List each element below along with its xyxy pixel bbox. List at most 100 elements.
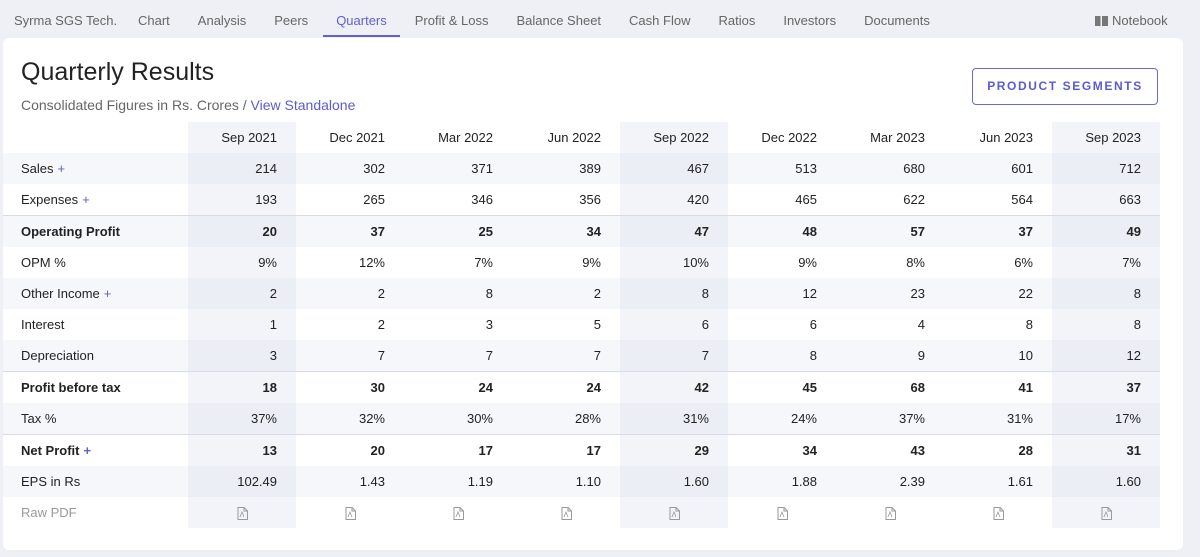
product-segments-button[interactable]: PRODUCT SEGMENTS <box>972 68 1158 105</box>
header-row: Sep 2021 Dec 2021 Mar 2022 Jun 2022 Sep 2022… <box>3 122 1160 153</box>
nav-tab[interactable]: Ratios <box>718 13 756 28</box>
card: Quarterly Results Consolidated Figures i… <box>3 38 1183 550</box>
nav-tab[interactable]: Documents <box>864 13 930 28</box>
table-cell: 680 <box>836 153 944 184</box>
column-header: Sep 2023 <box>1052 122 1160 153</box>
subtitle: Consolidated Figures in Rs. Crores / Vie… <box>21 97 355 113</box>
table-cell: 7 <box>620 340 728 372</box>
table-cell: 2.39 <box>836 466 944 497</box>
pdf-icon[interactable] <box>1101 507 1112 521</box>
table-cell: 8 <box>1025 317 1033 332</box>
table-cell: 49 <box>1052 215 1160 247</box>
table-row: Tax % 37% 32% 30% 28% 31% 24% 37% 31% 17% <box>3 403 1160 435</box>
table-cell: 389 <box>512 153 620 184</box>
pdf-icon[interactable] <box>237 507 248 521</box>
pdf-icon[interactable] <box>453 507 464 521</box>
table-cell: 2 <box>512 278 620 309</box>
pdf-cell <box>944 497 1052 528</box>
nav-tab[interactable]: Analysis <box>197 13 247 28</box>
table-cell: 6 <box>620 309 728 340</box>
table-cell: 37% <box>836 403 944 435</box>
nav-bar: Syrma SGS Tech. Chart Analysis Peers Quarte… <box>0 0 1200 40</box>
table-cell: 12% <box>358 255 385 270</box>
nav-tab[interactable]: Cash Flow <box>629 13 691 28</box>
pdf-icon[interactable] <box>993 507 1004 521</box>
table-cell: 23 <box>836 278 944 309</box>
notebook-text[interactable]: Notebook <box>1112 13 1168 28</box>
nav-tab[interactable]: Investors <box>783 13 837 28</box>
table-row: Operating Profit 20 37 25 34 47 48 57 37 49 <box>3 215 1160 247</box>
table-cell: 20 <box>188 215 296 247</box>
table-cell: 1.43 <box>296 466 404 497</box>
row-label: Tax % <box>21 411 57 426</box>
table-cell: 214 <box>188 153 296 184</box>
table-cell: 9% <box>798 255 817 270</box>
pdf-icon[interactable] <box>669 507 680 521</box>
row-label-cell: Net Profit + <box>3 434 188 466</box>
nav-tab[interactable]: Chart <box>138 13 170 28</box>
pdf-icon[interactable] <box>561 507 572 521</box>
company-name[interactable]: Syrma SGS Tech. <box>14 13 118 28</box>
notebook-link[interactable]: Notebook <box>1095 13 1168 28</box>
pdf-cell <box>620 497 728 528</box>
table-cell: 7% <box>474 255 493 270</box>
expand-toggle[interactable]: + <box>57 161 66 176</box>
pdf-icon[interactable] <box>345 507 356 521</box>
nav-tab[interactable]: Peers <box>274 13 309 28</box>
nav-tab[interactable]: Profit & Loss <box>414 13 489 28</box>
table-cell: 465 <box>795 192 817 207</box>
expand-toggle[interactable]: + <box>82 192 90 207</box>
table-cell: 2 <box>188 278 296 309</box>
table-cell: 302 <box>296 153 404 184</box>
table-cell: 346 <box>471 192 493 207</box>
table-cell: 37% <box>188 403 296 435</box>
row-label: Sales <box>21 161 54 176</box>
row-label-cell: Other Income + <box>3 278 188 309</box>
row-label: Raw PDF <box>21 505 77 520</box>
table-cell: 1 <box>188 309 296 340</box>
expand-toggle[interactable]: + <box>83 443 92 458</box>
table-cell: 5 <box>593 317 601 332</box>
table-cell: 2 <box>296 278 404 309</box>
table-row: EPS in Rs 102.49 1.43 1.19 1.10 1.60 1.88 2.39 1… <box>3 466 1160 497</box>
pdf-icon[interactable] <box>777 507 788 521</box>
table-cell: 25 <box>404 215 512 247</box>
table-cell: 13 <box>188 434 296 466</box>
table-cell: 18 <box>188 371 296 403</box>
table-cell: 8% <box>906 255 925 270</box>
tabs: Chart Analysis Peers Quarters Profit & Loss B… <box>138 0 958 40</box>
pdf-cell <box>512 497 620 528</box>
table-cell: 420 <box>620 184 728 216</box>
column-header: Dec 2021 <box>329 130 385 145</box>
pdf-icon[interactable] <box>885 507 896 521</box>
row-label: Other Income <box>21 286 100 301</box>
table-cell: 12 <box>728 278 836 309</box>
table-cell: 12 <box>1052 340 1160 372</box>
column-header: Sep 2021 <box>188 122 296 153</box>
table-cell: 20 <box>296 434 404 466</box>
table-cell: 34 <box>728 434 836 466</box>
table-cell: 29 <box>620 434 728 466</box>
table-cell: 1.10 <box>512 466 620 497</box>
table-cell: 28 <box>944 434 1052 466</box>
row-label: Operating Profit <box>21 224 120 239</box>
nav-tab[interactable]: Balance Sheet <box>516 13 602 28</box>
nav-tab[interactable]: Quarters <box>323 13 400 53</box>
expand-toggle[interactable]: + <box>103 286 112 301</box>
view-standalone-link[interactable]: View Standalone <box>250 97 356 113</box>
table-cell: 37 <box>944 215 1052 247</box>
table-cell: 8 <box>404 278 512 309</box>
table-cell: 564 <box>1011 192 1033 207</box>
row-label: Interest <box>21 317 65 332</box>
table-cell: 9 <box>836 340 944 372</box>
table-cell: 47 <box>620 215 728 247</box>
row-label: Depreciation <box>21 348 94 363</box>
table-cell: 37 <box>1052 371 1160 403</box>
table-cell: 356 <box>579 192 601 207</box>
table-cell: 31% <box>620 403 728 435</box>
table-cell: 48 <box>728 215 836 247</box>
table-cell: 8 <box>620 278 728 309</box>
table-cell: 467 <box>620 153 728 184</box>
row-label: OPM % <box>21 255 66 270</box>
